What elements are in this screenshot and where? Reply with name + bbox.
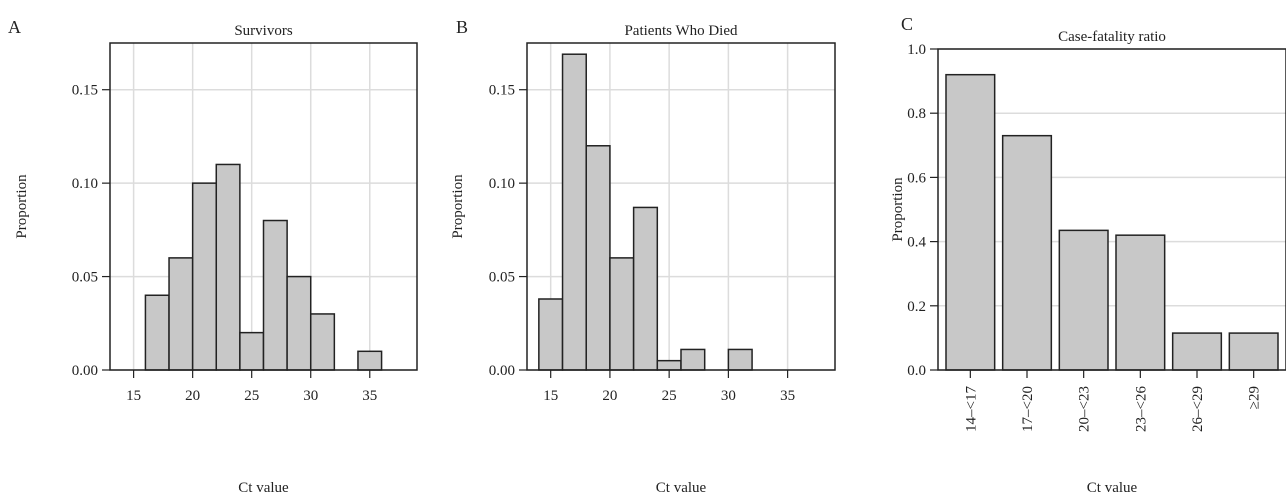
x-axis-label-b: Ct value xyxy=(656,480,707,496)
y-axis-label-a: Proportion xyxy=(14,174,30,239)
y-tick-label-a-0: 0.00 xyxy=(72,363,98,379)
y-tick-label-c-3: 0.6 xyxy=(907,170,926,186)
panel-title-c: Case-fatality ratio xyxy=(1058,29,1166,45)
x-tick-label-a-2: 25 xyxy=(244,388,259,404)
bar-b-4 xyxy=(632,206,659,371)
plot-frame-a xyxy=(109,42,418,371)
y-tick-label-c-0: 0.0 xyxy=(907,363,926,379)
bar-c-4 xyxy=(1171,332,1223,371)
panel-c: C Case-fatality ratio 0.0 0.2 0.4 0.6 0.8 1.0 14… xyxy=(890,14,1286,496)
panel-a: A Survivors 0.00 0.05 0.10 0.15 15 20 25 30 35 Prop… xyxy=(8,17,418,496)
x-tick-label-a-0: 15 xyxy=(126,388,141,404)
bar-b-5 xyxy=(656,359,682,371)
x-axis-label-a: Ct value xyxy=(238,480,289,496)
x-tick-label-a-3: 30 xyxy=(303,388,318,404)
bar-a-3 xyxy=(215,163,241,371)
bar-c-1 xyxy=(1001,134,1053,371)
y-tick-label-b-3: 0.15 xyxy=(489,83,515,99)
y-tick-label-c-2: 0.4 xyxy=(907,235,926,251)
x-tick-label-b-4: 35 xyxy=(780,388,795,404)
bar-c-3 xyxy=(1115,234,1166,371)
y-axis-label-b: Proportion xyxy=(450,174,466,239)
y-tick-label-a-3: 0.15 xyxy=(72,83,98,99)
x-tick-label-b-3: 30 xyxy=(721,388,736,404)
x-tick-label-b-0: 15 xyxy=(543,388,558,404)
x-tick-label-c-4: 26–<29 xyxy=(1190,386,1206,432)
bar-a-1 xyxy=(168,257,194,371)
bar-b-0 xyxy=(538,298,564,371)
bar-c-0 xyxy=(945,73,996,371)
bar-a-2 xyxy=(191,182,218,371)
y-tick-label-c-1: 0.2 xyxy=(907,299,926,315)
plot-frame-b xyxy=(526,42,836,371)
y-tick-label-c-4: 0.8 xyxy=(907,106,926,122)
bar-a-5 xyxy=(262,219,288,371)
panel-b: B Patients Who Died 0.00 0.05 0.10 0.15 15 20 25… xyxy=(450,17,836,496)
bar-b-2 xyxy=(585,145,611,371)
bar-c-5 xyxy=(1228,332,1279,371)
bar-a-4 xyxy=(239,331,265,371)
panel-title-b: Patients Who Died xyxy=(624,23,738,39)
panel-letter-b: B xyxy=(456,17,468,37)
bar-b-3 xyxy=(609,257,635,371)
y-tick-label-a-2: 0.10 xyxy=(72,176,98,192)
bar-b-1 xyxy=(561,53,587,371)
x-tick-label-a-4: 35 xyxy=(362,388,377,404)
plot-frame-c xyxy=(937,48,1286,371)
x-tick-label-c-1: 17–<20 xyxy=(1020,386,1036,432)
x-tick-label-c-5: ≥29 xyxy=(1247,386,1263,409)
y-tick-label-b-1: 0.05 xyxy=(489,270,515,286)
x-tick-label-a-1: 20 xyxy=(185,388,200,404)
y-tick-label-c-5: 1.0 xyxy=(907,42,926,58)
bar-c-2 xyxy=(1058,229,1109,371)
x-tick-label-c-0: 14–<17 xyxy=(963,386,979,432)
x-tick-label-c-2: 20–<23 xyxy=(1077,386,1093,432)
bar-a-0 xyxy=(144,294,170,371)
x-tick-label-b-2: 25 xyxy=(662,388,677,404)
y-tick-label-b-0: 0.00 xyxy=(489,363,515,379)
bar-a-9 xyxy=(357,350,383,371)
y-axis-label-c: Proportion xyxy=(890,177,906,242)
panel-letter-a: A xyxy=(8,17,21,37)
y-tick-label-a-1: 0.05 xyxy=(72,270,98,286)
bar-b-6 xyxy=(680,348,706,371)
bar-a-6 xyxy=(286,275,312,371)
y-tick-label-b-2: 0.10 xyxy=(489,176,515,192)
x-tick-label-b-1: 20 xyxy=(602,388,617,404)
panel-letter-c: C xyxy=(901,14,913,34)
x-axis-label-c: Ct value xyxy=(1087,480,1138,496)
bar-b-8 xyxy=(727,348,753,371)
x-tick-label-c-3: 23–<26 xyxy=(1133,386,1149,432)
panel-title-a: Survivors xyxy=(234,23,293,39)
bar-a-7 xyxy=(309,313,336,371)
